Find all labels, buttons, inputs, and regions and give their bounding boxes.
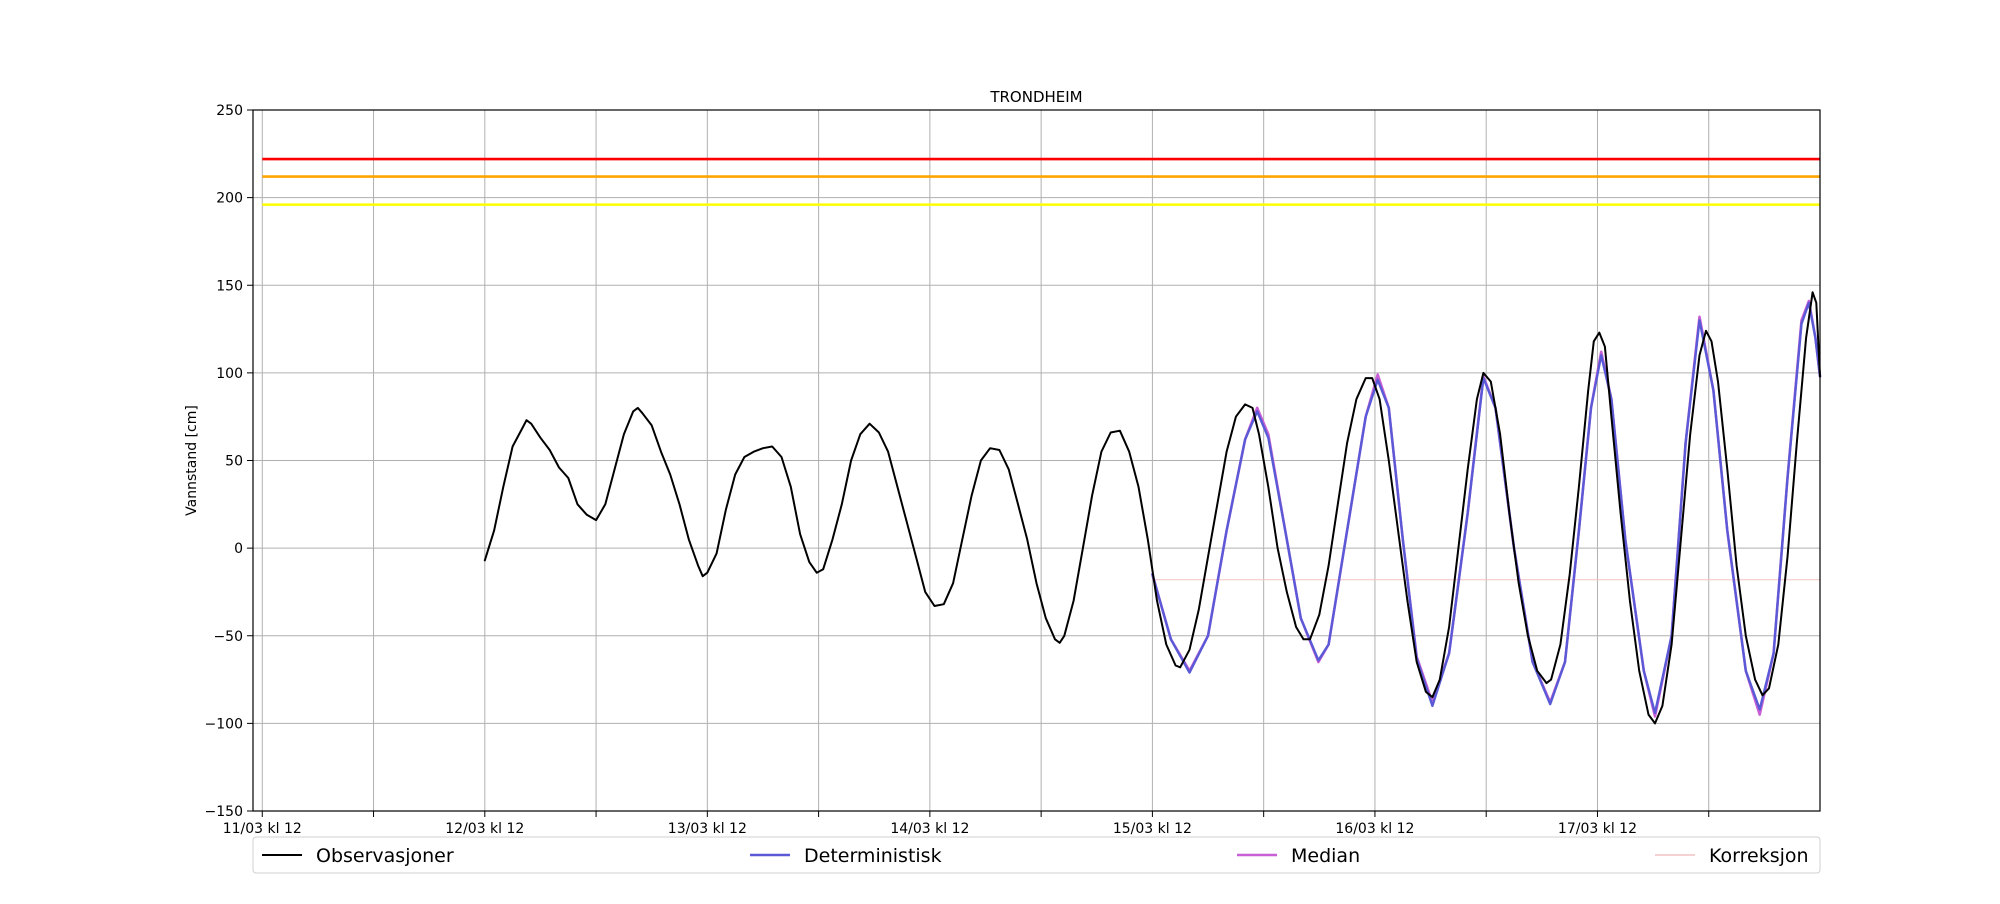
y-tick-label: −100 <box>205 716 243 732</box>
legend: Observasjoner Deterministisk Median Korreks… <box>252 836 1821 874</box>
y-tick-label: −50 <box>213 629 243 645</box>
x-tick-label: 12/03 kl 12 <box>445 821 524 837</box>
series-line-observasjoner <box>483 291 1821 725</box>
y-tick-label: 0 <box>234 541 243 557</box>
series-layer <box>483 291 1822 725</box>
y-tick-label: 250 <box>216 103 243 119</box>
threshold-layer <box>262 157 1820 206</box>
x-tick-label: 16/03 kl 12 <box>1335 821 1414 837</box>
y-tick-label: 50 <box>225 454 243 470</box>
tick-layer: −150 −100 −50 0 50 100 150 200 250 11/03 kl 12 12/… <box>205 103 1710 837</box>
x-tick-label: 13/03 kl 12 <box>668 821 747 837</box>
x-tick-label: 14/03 kl 12 <box>890 821 969 837</box>
y-tick-label: 150 <box>216 278 243 294</box>
x-tick-label: 11/03 kl 12 <box>223 821 302 837</box>
legend-label: Median <box>1291 845 1360 867</box>
x-tick-label: 15/03 kl 12 <box>1113 821 1192 837</box>
y-tick-label: 200 <box>216 191 243 207</box>
legend-label: Observasjoner <box>316 845 454 867</box>
chart-title: TRONDHEIM <box>989 88 1082 106</box>
legend-label: Deterministisk <box>804 845 942 867</box>
y-tick-label: −150 <box>205 804 243 820</box>
legend-label: Korreksjon <box>1709 845 1809 867</box>
x-tick-label: 17/03 kl 12 <box>1558 821 1637 837</box>
grid-layer <box>253 109 1820 812</box>
legend-box <box>252 836 1821 874</box>
y-axis-label: Vannstand [cm] <box>184 405 200 516</box>
y-tick-label: 100 <box>216 366 243 382</box>
